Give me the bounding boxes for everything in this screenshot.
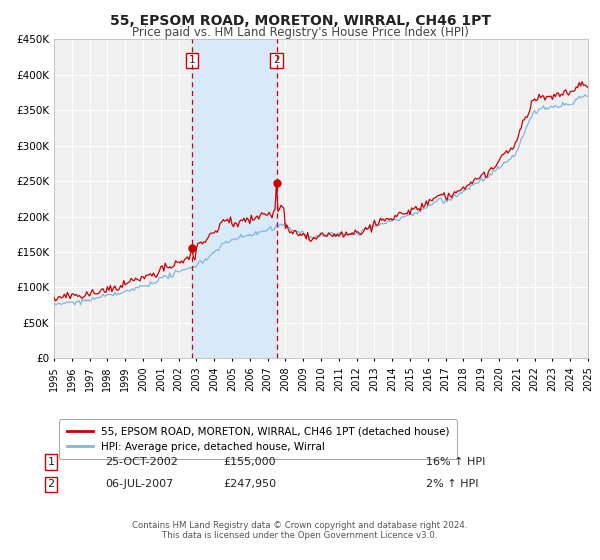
Text: 1: 1 (47, 457, 55, 467)
Text: 16% ↑ HPI: 16% ↑ HPI (426, 457, 485, 467)
Text: 1: 1 (188, 55, 195, 66)
Text: 06-JUL-2007: 06-JUL-2007 (105, 479, 173, 489)
Text: 2: 2 (47, 479, 55, 489)
Text: Contains HM Land Registry data © Crown copyright and database right 2024.: Contains HM Land Registry data © Crown c… (132, 521, 468, 530)
Text: This data is licensed under the Open Government Licence v3.0.: This data is licensed under the Open Gov… (163, 531, 437, 540)
Text: 2: 2 (273, 55, 280, 66)
Text: 55, EPSOM ROAD, MORETON, WIRRAL, CH46 1PT: 55, EPSOM ROAD, MORETON, WIRRAL, CH46 1P… (110, 14, 491, 28)
Text: £247,950: £247,950 (223, 479, 276, 489)
Text: 2% ↑ HPI: 2% ↑ HPI (426, 479, 479, 489)
Bar (192, 39, 277, 358)
Text: 25-OCT-2002: 25-OCT-2002 (105, 457, 178, 467)
Text: £155,000: £155,000 (223, 457, 276, 467)
Text: Price paid vs. HM Land Registry's House Price Index (HPI): Price paid vs. HM Land Registry's House … (131, 26, 469, 39)
Legend: 55, EPSOM ROAD, MORETON, WIRRAL, CH46 1PT (detached house), HPI: Average price, : 55, EPSOM ROAD, MORETON, WIRRAL, CH46 1P… (59, 419, 457, 459)
